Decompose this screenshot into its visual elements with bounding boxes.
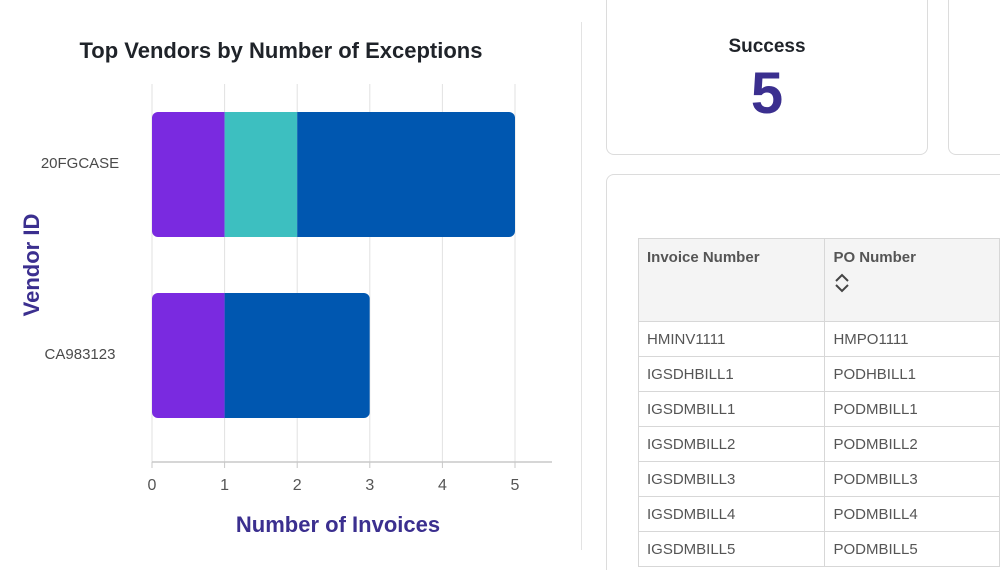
po-number-cell: PODMBILL4 (824, 496, 1000, 532)
bar-segment[interactable] (152, 112, 225, 237)
table-row[interactable]: IGSDHBILL1 PODHBILL1 (637, 356, 1000, 392)
invoice-number-cell: IGSDMBILL4 (637, 496, 826, 532)
x-tick-label: 2 (293, 477, 302, 494)
next-summary-card[interactable] (948, 0, 1000, 155)
x-tick-label: 1 (220, 477, 229, 494)
panel-divider (581, 22, 582, 550)
column-header-po-number[interactable]: PO Number (824, 238, 1000, 322)
success-card[interactable]: Success 5 (606, 0, 928, 155)
invoice-number-cell: HMINV1111 (637, 321, 826, 357)
chart-title: Top Vendors by Number of Exceptions (79, 38, 483, 63)
table-row[interactable]: IGSDMBILL2 PODMBILL2 (637, 426, 1000, 462)
x-tick-label: 5 (511, 477, 520, 494)
x-axis-label: Number of Invoices (235, 512, 441, 537)
bar-segment[interactable] (152, 293, 225, 418)
invoice-number-cell: IGSDMBILL1 (637, 391, 826, 427)
table-row[interactable]: IGSDMBILL4 PODMBILL4 (637, 496, 1000, 532)
table-header-row: Invoice Number PO Number (637, 238, 1000, 322)
po-number-cell: PODHBILL1 (824, 356, 1000, 392)
x-tick-label: 4 (438, 477, 447, 494)
invoice-number-cell: IGSDHBILL1 (637, 356, 826, 392)
table-row[interactable]: IGSDMBILL3 PODMBILL3 (637, 461, 1000, 497)
vendor-exceptions-chart: Top Vendors by Number of Exceptions Vend… (19, 38, 552, 537)
category-label: CA983123 (44, 346, 116, 363)
invoice-number-cell: IGSDMBILL5 (637, 531, 826, 567)
bar-segment[interactable] (224, 293, 370, 418)
x-tick-label: 0 (148, 477, 157, 494)
bar-segment[interactable] (297, 112, 515, 237)
success-label: Success (728, 36, 806, 57)
chart-plot-area: 0 1 2 3 4 5 (148, 84, 552, 494)
table-row[interactable]: IGSDMBILL1 PODMBILL1 (637, 391, 1000, 427)
category-label: 20FGCASE (40, 155, 120, 172)
invoice-number-cell: IGSDMBILL2 (637, 426, 826, 462)
x-tick-label: 3 (365, 477, 374, 494)
po-number-cell: HMPO1111 (824, 321, 1000, 357)
po-number-cell: PODMBILL1 (824, 391, 1000, 427)
column-header-label: Invoice Number (647, 249, 760, 266)
sort-updown-icon[interactable] (833, 272, 851, 294)
bar-segment[interactable] (224, 112, 298, 237)
po-number-cell: PODMBILL2 (824, 426, 1000, 462)
table-row[interactable]: IGSDMBILL5 PODMBILL5 (637, 531, 1000, 567)
invoice-number-cell: IGSDMBILL3 (637, 461, 826, 497)
success-count: 5 (750, 61, 784, 126)
po-number-cell: PODMBILL5 (824, 531, 1000, 567)
po-number-cell: PODMBILL3 (824, 461, 1000, 497)
column-header-invoice-number[interactable]: Invoice Number (637, 238, 826, 322)
column-header-label: PO Number (833, 249, 916, 266)
table-row[interactable]: HMINV1111 HMPO1111 (637, 321, 1000, 357)
invoice-table: Invoice Number PO Number HMINV1111 HMPO11… (637, 238, 1000, 567)
